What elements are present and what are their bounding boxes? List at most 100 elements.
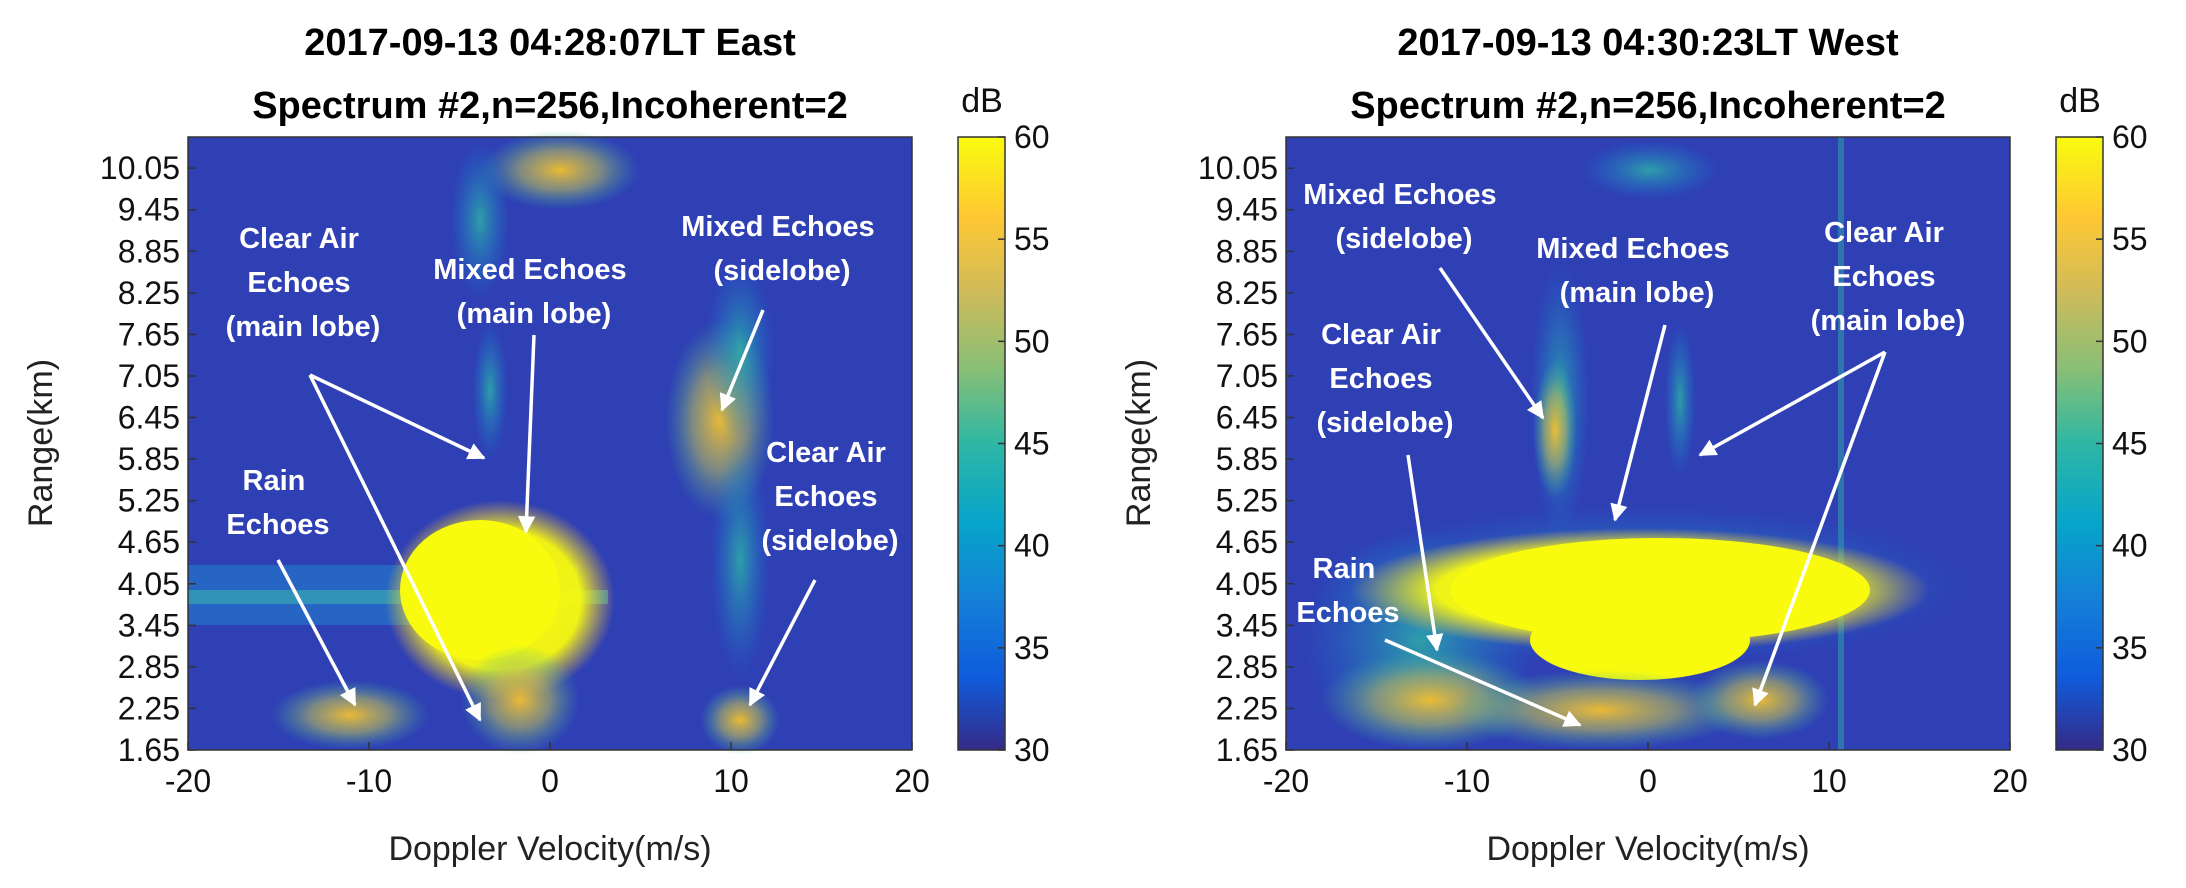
right-x-tick-label: 0 (1639, 763, 1657, 799)
east-annot-mixed-main: Mixed Echoes (main lobe) (433, 254, 634, 330)
east-colorbar-unit: dB (961, 82, 1003, 120)
west-echo-features (1300, 137, 1970, 750)
right-y-tick-label: 8.25 (1216, 275, 1278, 311)
right-colorbar-tick-label: 60 (2112, 119, 2148, 155)
right-y-tick-label: 4.65 (1216, 524, 1278, 560)
west-y-axis-label: Range(km) (1120, 359, 1158, 527)
right-y-tick-label: 4.05 (1216, 566, 1278, 602)
west-annot-clear-air-sidelobe: Clear Air Echoes (sidelobe) (1317, 319, 1454, 439)
west-x-axis: -20 -10 0 10 20 (1263, 742, 2028, 799)
right-y-tick-label: 5.85 (1216, 441, 1278, 477)
east-arrow (276, 559, 357, 707)
east-echo-features (188, 130, 780, 755)
right-x-tick-label: 20 (1992, 763, 2028, 799)
west-colorbar-ticks: 30 35 40 45 50 55 60 (2096, 119, 2148, 768)
left-y-tick-label: 5.25 (118, 483, 180, 519)
east-annot-clear-air-sidelobe: Clear Air Echoes (sidelobe) (762, 437, 899, 557)
east-x-axis-label: Doppler Velocity(m/s) (388, 830, 711, 868)
west-annot-rain: Rain Echoes (1296, 553, 1399, 629)
left-colorbar-tick-label: 55 (1014, 221, 1050, 257)
right-y-tick-label: 10.05 (1198, 150, 1278, 186)
right-y-tick-label: 2.25 (1216, 690, 1278, 726)
left-y-tick-label: 7.65 (118, 316, 180, 352)
west-arrow (1698, 350, 1886, 457)
right-colorbar-tick-label: 50 (2112, 323, 2148, 359)
west-arrow (1752, 351, 1887, 707)
right-y-tick-label: 2.85 (1216, 649, 1278, 685)
west-x-axis-label: Doppler Velocity(m/s) (1486, 830, 1809, 868)
west-colorbar (2055, 136, 2104, 751)
west-colorbar-unit: dB (2059, 82, 2101, 120)
west-annot-mixed-sidelobe: Mixed Echoes (sidelobe) (1303, 179, 1504, 255)
west-arrow (1610, 324, 1667, 522)
east-arrow (309, 373, 486, 460)
left-colorbar-tick-label: 30 (1014, 732, 1050, 768)
right-colorbar-tick-label: 40 (2112, 528, 2148, 564)
left-y-tick-label: 2.25 (118, 690, 180, 726)
right-y-tick-label: 8.85 (1216, 233, 1278, 269)
east-annot-rain: Rain Echoes (226, 465, 329, 541)
left-y-tick-label: 2.85 (118, 649, 180, 685)
east-spectrum-panel: 2017-09-13 04:28:07LT East Spectrum #2,n… (22, 22, 1050, 868)
east-y-axis-label: Range(km) (22, 359, 60, 527)
west-subtitle: Spectrum #2,n=256,Incoherent=2 (1350, 85, 1946, 127)
right-y-tick-label: 5.25 (1216, 483, 1278, 519)
east-arrow (308, 374, 482, 722)
east-subtitle: Spectrum #2,n=256,Incoherent=2 (252, 85, 848, 127)
west-annot-clear-air-main: Clear Air Echoes (main lobe) (1811, 217, 1966, 337)
left-colorbar-tick-label: 60 (1014, 119, 1050, 155)
left-y-tick-label: 9.45 (118, 192, 180, 228)
west-title: 2017-09-13 04:30:23LT West (1397, 22, 1899, 64)
left-y-tick-label: 6.45 (118, 400, 180, 436)
right-y-tick-label: 9.45 (1216, 192, 1278, 228)
left-x-tick-label: 0 (541, 763, 559, 799)
right-y-tick-label: 6.45 (1216, 400, 1278, 436)
west-arrow (1406, 454, 1444, 652)
left-x-tick-label: -10 (346, 763, 392, 799)
left-x-tick-label: 20 (894, 763, 930, 799)
left-colorbar-tick-label: 45 (1014, 426, 1050, 462)
right-y-tick-label: 1.65 (1216, 732, 1278, 768)
left-y-tick-label: 3.45 (118, 607, 180, 643)
east-colorbar-ticks: 30 35 40 45 50 55 60 (998, 119, 1050, 768)
left-y-tick-label: 8.85 (118, 233, 180, 269)
right-x-tick-label: 10 (1811, 763, 1847, 799)
left-colorbar-tick-label: 50 (1014, 323, 1050, 359)
left-y-tick-label: 10.05 (100, 150, 180, 186)
left-y-tick-label: 7.05 (118, 358, 180, 394)
right-y-tick-label: 7.05 (1216, 358, 1278, 394)
right-y-tick-label: 7.65 (1216, 316, 1278, 352)
right-colorbar-tick-label: 30 (2112, 732, 2148, 768)
west-annotations: Mixed Echoes (sidelobe) Mixed Echoes (ma… (1296, 179, 1966, 727)
east-x-axis: -20 -10 0 10 20 (165, 742, 930, 799)
right-colorbar-tick-label: 45 (2112, 426, 2148, 462)
right-x-tick-label: -20 (1263, 763, 1309, 799)
left-x-tick-label: -20 (165, 763, 211, 799)
east-arrow (748, 579, 817, 707)
left-y-tick-label: 4.65 (118, 524, 180, 560)
west-arrow (1438, 267, 1545, 420)
left-y-tick-label: 5.85 (118, 441, 180, 477)
left-colorbar-tick-label: 40 (1014, 528, 1050, 564)
right-x-tick-label: -10 (1444, 763, 1490, 799)
right-y-tick-label: 3.45 (1216, 607, 1278, 643)
east-annot-mixed-sidelobe: Mixed Echoes (sidelobe) (681, 211, 882, 287)
left-x-tick-label: 10 (713, 763, 749, 799)
left-y-tick-label: 8.25 (118, 275, 180, 311)
west-annot-mixed-main: Mixed Echoes (main lobe) (1536, 233, 1737, 309)
east-title: 2017-09-13 04:28:07LT East (304, 22, 796, 64)
east-annot-clear-air-main: Clear Air Echoes (main lobe) (226, 223, 381, 343)
right-colorbar-tick-label: 55 (2112, 221, 2148, 257)
west-arrow (1384, 638, 1582, 727)
left-y-tick-label: 1.65 (118, 732, 180, 768)
east-arrow (517, 334, 536, 534)
west-spectrum-panel: 2017-09-13 04:30:23LT West Spectrum #2,n… (1120, 22, 2148, 868)
east-y-axis: 1.65 2.25 2.85 3.45 4.05 4.65 5.25 5.85 6.45 7.05… (100, 150, 196, 768)
east-annotations: Clear Air Echoes (main lobe) Mixed Echoe… (226, 211, 899, 722)
right-colorbar-tick-label: 35 (2112, 630, 2148, 666)
east-colorbar (957, 136, 1006, 751)
west-y-axis: 1.65 2.25 2.85 3.45 4.05 4.65 5.25 5.85 6.45 7.05… (1198, 150, 1294, 768)
left-colorbar-tick-label: 35 (1014, 630, 1050, 666)
east-arrow (719, 309, 765, 412)
